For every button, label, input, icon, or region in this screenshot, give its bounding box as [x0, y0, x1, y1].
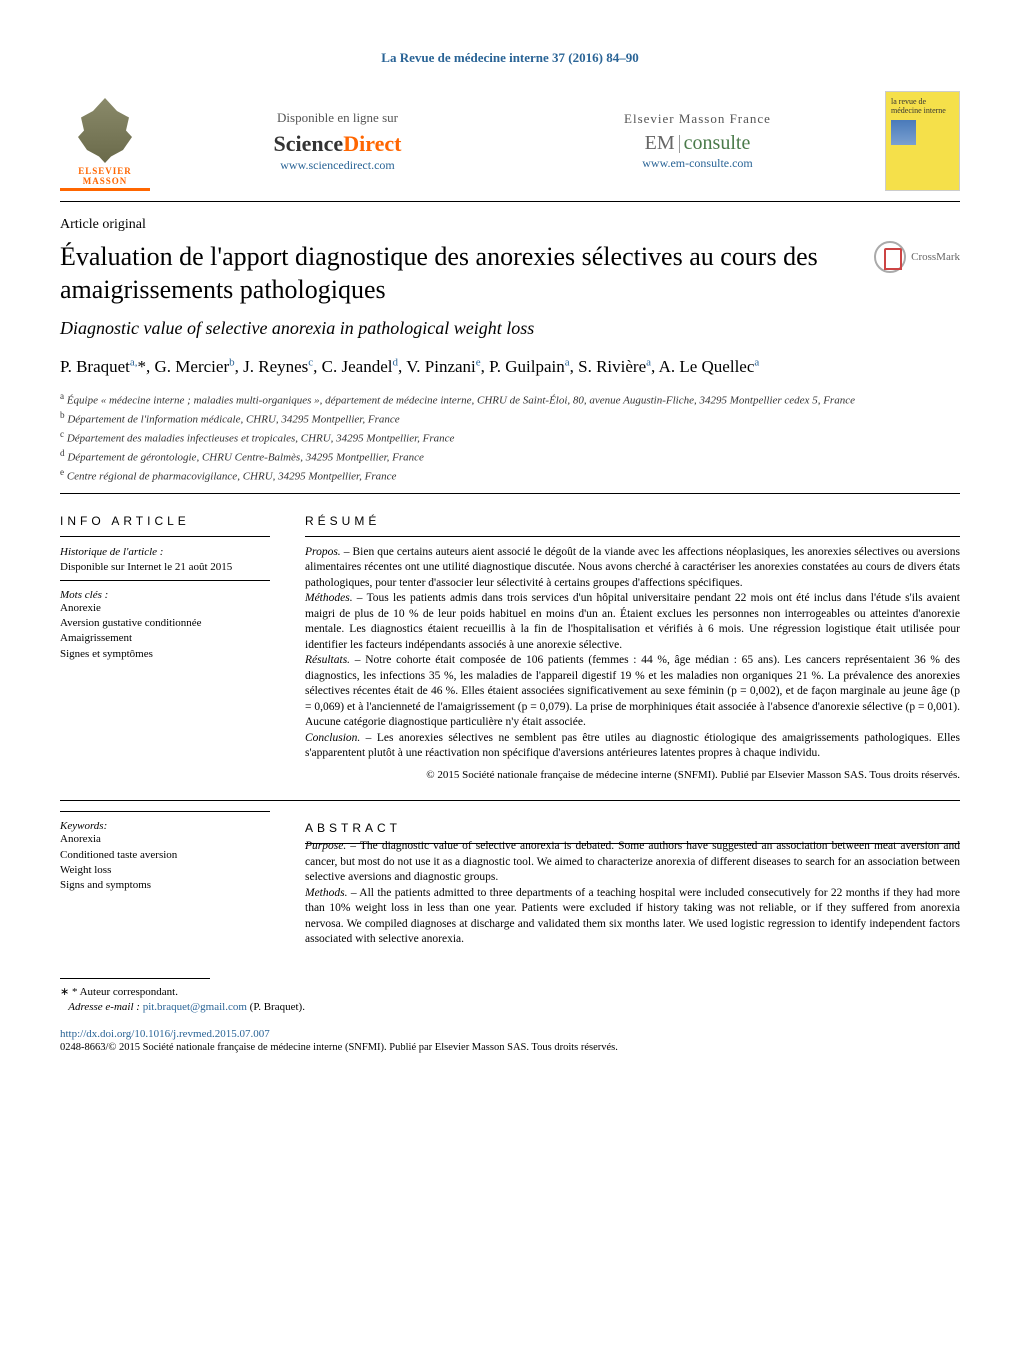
resume-body: Propos. – Bien que certains auteurs aien…	[305, 545, 960, 762]
elsevier-masson-logo: ELSEVIER MASSON	[60, 91, 150, 191]
resume-copyright: © 2015 Société nationale française de mé…	[305, 768, 960, 782]
history-label: Historique de l'article :	[60, 545, 270, 560]
publisher-name-line1: ELSEVIER	[78, 166, 132, 176]
emconsulte-logo: EM consulte	[525, 132, 870, 155]
journal-reference: La Revue de médecine interne 37 (2016) 8…	[60, 50, 960, 66]
separator-line	[60, 800, 960, 801]
email-person: (P. Braquet).	[250, 1001, 305, 1013]
keywords-en-list: AnorexiaConditioned taste aversionWeight…	[60, 832, 270, 894]
info-separator	[60, 811, 270, 812]
article-subtitle: Diagnostic value of selective anorexia i…	[60, 318, 960, 339]
keywords-en-label: Keywords:	[60, 820, 270, 832]
crossmark-label: CrossMark	[911, 251, 960, 263]
correspondent-label: * Auteur correspondant.	[72, 986, 178, 998]
resume-heading: RÉSUMÉ	[305, 514, 960, 528]
sciencedirect-block: Disponible en ligne sur ScienceDirect ww…	[165, 110, 510, 173]
em-divider-icon	[679, 135, 680, 153]
online-label: Disponible en ligne sur	[165, 110, 510, 126]
info-separator	[60, 580, 270, 581]
emconsulte-link[interactable]: www.em-consulte.com	[642, 156, 753, 170]
keywords-fr-list: AnorexieAversion gustative conditionnéeA…	[60, 601, 270, 663]
sciencedirect-logo: ScienceDirect	[165, 131, 510, 157]
article-title: Évaluation de l'apport diagnostique des …	[60, 241, 854, 306]
resume-separator	[305, 536, 960, 537]
publisher-underline	[60, 188, 150, 191]
email-label: Adresse e-mail :	[68, 1001, 140, 1013]
affiliation-list: a Équipe « médecine interne ; maladies m…	[60, 390, 960, 485]
doi-link[interactable]: http://dx.doi.org/10.1016/j.revmed.2015.…	[60, 1028, 960, 1040]
em-brand-pre: EM	[645, 132, 675, 154]
correspondent-star-icon: ∗	[60, 986, 69, 998]
separator-line	[60, 201, 960, 202]
journal-cover-title: la revue de médecine interne	[891, 97, 954, 115]
article-type: Article original	[60, 217, 960, 233]
info-separator	[60, 536, 270, 537]
author-list: P. Braqueta,*, G. Mercierb, J. Reynesc, …	[60, 354, 960, 380]
em-brand-post: consulte	[684, 132, 751, 154]
sciencedirect-link[interactable]: www.sciencedirect.com	[280, 158, 395, 172]
emconsulte-block: Elsevier Masson France EM consulte www.em…	[525, 111, 870, 171]
correspondent-email-link[interactable]: pit.braquet@gmail.com	[143, 1001, 247, 1013]
abstract-body: Purpose. – The diagnostic value of selec…	[305, 839, 960, 948]
elsevier-tree-icon	[75, 98, 135, 163]
journal-cover-image-icon	[891, 120, 916, 145]
keywords-fr-label: Mots clés :	[60, 589, 270, 601]
crossmark-icon	[874, 241, 906, 273]
info-article-heading: INFO ARTICLE	[60, 514, 270, 528]
crossmark-badge[interactable]: CrossMark	[874, 241, 960, 273]
footer-copyright: 0248-8663/© 2015 Société nationale franç…	[60, 1042, 960, 1053]
journal-cover-thumbnail: la revue de médecine interne	[885, 91, 960, 191]
sd-brand-pre: Science	[274, 131, 344, 156]
history-value: Disponible sur Internet le 21 août 2015	[60, 560, 270, 575]
sd-brand-post: Direct	[343, 131, 401, 156]
em-label: Elsevier Masson France	[525, 111, 870, 127]
separator-line	[60, 493, 960, 494]
publisher-bar: ELSEVIER MASSON Disponible en ligne sur …	[60, 91, 960, 191]
publisher-name-line2: MASSON	[83, 176, 128, 186]
